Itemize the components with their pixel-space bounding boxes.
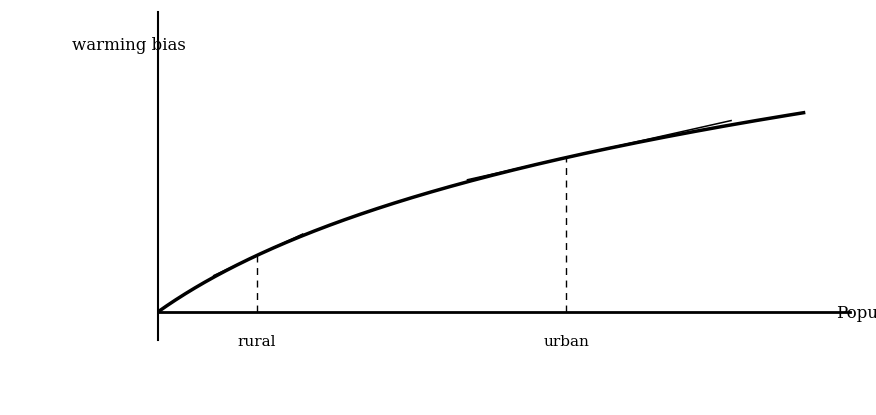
Text: warming bias: warming bias [72, 37, 186, 54]
Text: rural: rural [237, 335, 276, 349]
Text: urban: urban [543, 335, 590, 349]
Text: Population: Population [837, 305, 876, 322]
